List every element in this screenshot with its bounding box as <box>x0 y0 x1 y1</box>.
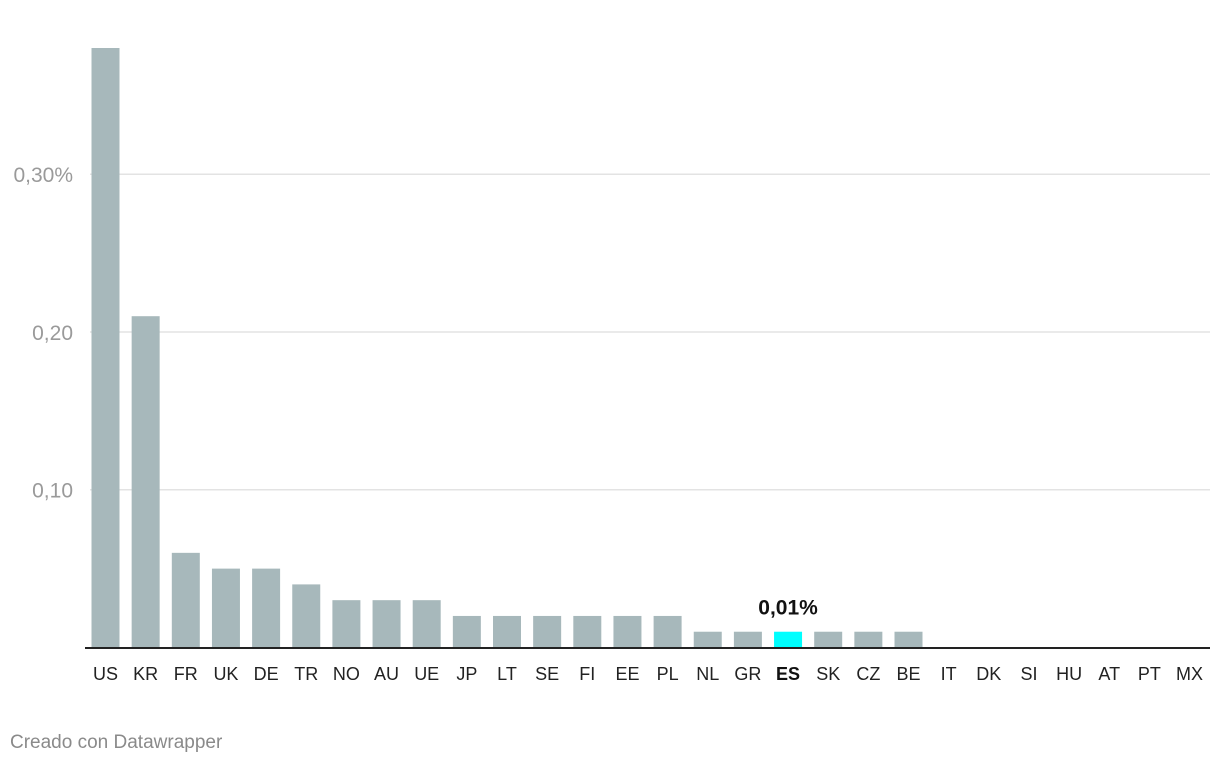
bars <box>91 48 923 648</box>
x-tick-label: MX <box>1176 664 1203 684</box>
bar-uk <box>211 568 240 648</box>
y-axis-tick-labels: 0,10 0,20 0,30% <box>13 164 73 503</box>
x-tick-label: SE <box>535 664 559 684</box>
x-tick-label: KR <box>133 664 158 684</box>
bar-sk <box>814 631 843 648</box>
bar-ue <box>412 600 441 648</box>
x-tick-label: UE <box>414 664 439 684</box>
x-tick-label: JP <box>456 664 477 684</box>
x-tick-label: NO <box>333 664 360 684</box>
bar-fr <box>171 552 200 648</box>
bar-jp <box>452 615 481 648</box>
x-tick-label: LT <box>497 664 517 684</box>
bar-fi <box>573 615 602 648</box>
x-tick-label: HU <box>1056 664 1082 684</box>
data-labels: 0,01% <box>758 597 818 620</box>
x-tick-label: AT <box>1098 664 1120 684</box>
x-tick-label: SK <box>816 664 840 684</box>
x-tick-label: AU <box>374 664 399 684</box>
x-tick-label: FI <box>579 664 595 684</box>
bar-kr <box>131 316 160 648</box>
bar-be <box>894 631 923 648</box>
x-tick-label: NL <box>696 664 719 684</box>
bar-no <box>332 600 361 648</box>
bar-us <box>91 48 120 648</box>
bar-tr <box>292 584 321 648</box>
data-label-highlight: 0,01% <box>758 597 818 620</box>
x-tick-label: TR <box>294 664 318 684</box>
x-tick-label: EE <box>615 664 639 684</box>
x-tick-label: UK <box>213 664 238 684</box>
bar-pl <box>653 615 682 648</box>
x-tick-label: FR <box>174 664 198 684</box>
x-tick-label: ES <box>776 664 800 684</box>
bar-ee <box>613 615 642 648</box>
x-tick-label: US <box>93 664 118 684</box>
bar-nl <box>693 631 722 648</box>
bar-se <box>533 615 562 648</box>
y-tick-label: 0,30% <box>13 164 73 187</box>
bar-cz <box>854 631 883 648</box>
y-tick-label: 0,20 <box>32 322 73 345</box>
y-tick-label: 0,10 <box>32 480 73 503</box>
x-tick-label: PT <box>1138 664 1161 684</box>
x-tick-label: DK <box>976 664 1001 684</box>
bar-es <box>774 631 803 648</box>
bar-de <box>252 568 281 648</box>
bar-au <box>372 600 401 648</box>
x-tick-label: PL <box>657 664 679 684</box>
footer-credit[interactable]: Creado con Datawrapper <box>10 732 223 753</box>
x-tick-label: BE <box>896 664 920 684</box>
x-tick-label: CZ <box>856 664 880 684</box>
grid-lines <box>90 173 1210 491</box>
x-tick-label: GR <box>734 664 761 684</box>
x-tick-label: SI <box>1020 664 1037 684</box>
x-tick-label: IT <box>941 664 957 684</box>
x-tick-label: DE <box>254 664 279 684</box>
bar-gr <box>733 631 762 648</box>
bar-lt <box>493 615 521 648</box>
x-axis-tick-labels: US KR FR UK DE TR NO AU UE JP LT SE FI EE PL NL GR ES SK CZ… <box>93 664 1203 684</box>
